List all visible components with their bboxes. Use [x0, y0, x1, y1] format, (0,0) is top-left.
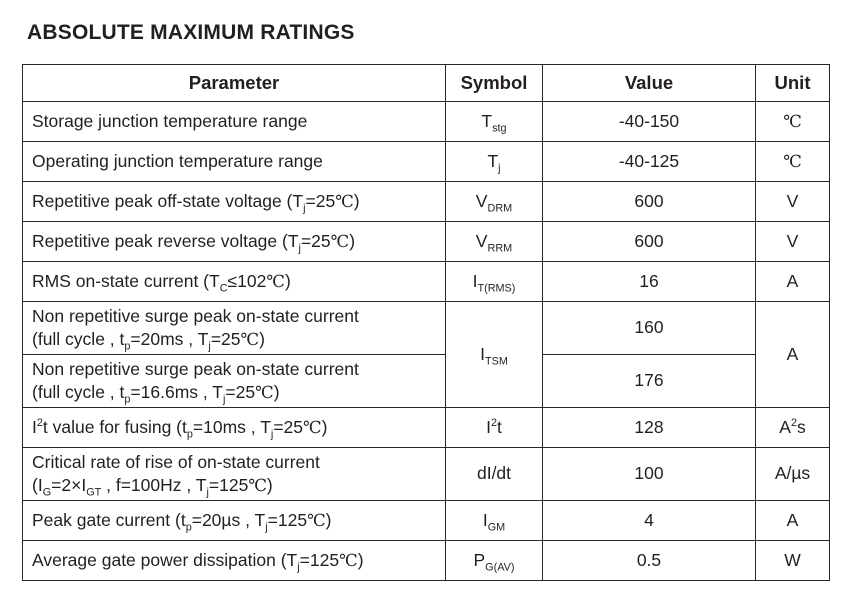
symbol-cell: VDRM [445, 181, 543, 222]
value-cell: 160 [542, 301, 756, 355]
parameter-cell: Peak gate current (tp=20µs , Tj=125℃) [22, 500, 446, 541]
value-cell: -40-125 [542, 141, 756, 182]
table-row: Repetitive peak reverse voltage (Tj=25℃)… [22, 221, 830, 262]
unit-cell: ℃ [755, 141, 830, 182]
section-title: ABSOLUTE MAXIMUM RATINGS [27, 21, 355, 44]
value-cell: 600 [542, 181, 756, 222]
parameter-cell: RMS on-state current (TC≤102℃) [22, 261, 446, 302]
parameter-cell: I2t value for fusing (tp=10ms , Tj=25℃) [22, 407, 446, 448]
unit-cell: A/µs [755, 447, 830, 501]
symbol-cell: Tstg [445, 101, 543, 142]
parameter-cell: Repetitive peak off-state voltage (Tj=25… [22, 181, 446, 222]
unit-cell: A [755, 500, 830, 541]
parameter-cell: Storage junction temperature range [22, 101, 446, 142]
parameter-cell: Non repetitive surge peak on-state curre… [22, 354, 446, 408]
symbol-cell: I2t [445, 407, 543, 448]
col-header-unit: Unit [755, 64, 830, 102]
unit-cell: V [755, 181, 830, 222]
unit-cell: V [755, 221, 830, 262]
table-row: Average gate power dissipation (Tj=125℃)… [22, 540, 830, 581]
table-row: Non repetitive surge peak on-state curre… [22, 354, 830, 408]
table-row: Peak gate current (tp=20µs , Tj=125℃) IG… [22, 500, 830, 541]
parameter-cell: Operating junction temperature range [22, 141, 446, 182]
table-row: Repetitive peak off-state voltage (Tj=25… [22, 181, 830, 222]
symbol-cell: Tj [445, 141, 543, 182]
symbol-cell: IT(RMS) [445, 261, 543, 302]
table-row: Critical rate of rise of on-state curren… [22, 447, 830, 501]
parameter-cell: Non repetitive surge peak on-state curre… [22, 301, 446, 355]
absolute-maximum-ratings-table: Parameter Symbol Value Unit Storage junc… [22, 64, 830, 581]
parameter-cell: Average gate power dissipation (Tj=125℃) [22, 540, 446, 581]
col-header-value: Value [542, 64, 756, 102]
symbol-cell: dI/dt [445, 447, 543, 501]
symbol-cell: VRRM [445, 221, 543, 262]
table-row: I2t value for fusing (tp=10ms , Tj=25℃) … [22, 407, 830, 448]
value-cell: 176 [542, 354, 756, 408]
value-cell: 0.5 [542, 540, 756, 581]
table-header-row: Parameter Symbol Value Unit [22, 64, 830, 102]
unit-cell: A [755, 301, 830, 408]
parameter-cell: Repetitive peak reverse voltage (Tj=25℃) [22, 221, 446, 262]
parameter-cell: Critical rate of rise of on-state curren… [22, 447, 446, 501]
unit-cell: A [755, 261, 830, 302]
unit-cell: ℃ [755, 101, 830, 142]
unit-cell: A2s [755, 407, 830, 448]
value-cell: 4 [542, 500, 756, 541]
symbol-cell: ITSM [445, 301, 543, 408]
value-cell: 100 [542, 447, 756, 501]
value-cell: 16 [542, 261, 756, 302]
value-cell: 128 [542, 407, 756, 448]
table-row: Non repetitive surge peak on-state curre… [22, 301, 830, 408]
table-row: Storage junction temperature range Tstg … [22, 101, 830, 142]
col-header-symbol: Symbol [445, 64, 543, 102]
table-row: RMS on-state current (TC≤102℃) IT(RMS) 1… [22, 261, 830, 302]
col-header-parameter: Parameter [22, 64, 446, 102]
symbol-cell: PG(AV) [445, 540, 543, 581]
value-cell: 600 [542, 221, 756, 262]
table-row: Operating junction temperature range Tj … [22, 141, 830, 182]
symbol-cell: IGM [445, 500, 543, 541]
value-cell: -40-150 [542, 101, 756, 142]
unit-cell: W [755, 540, 830, 581]
